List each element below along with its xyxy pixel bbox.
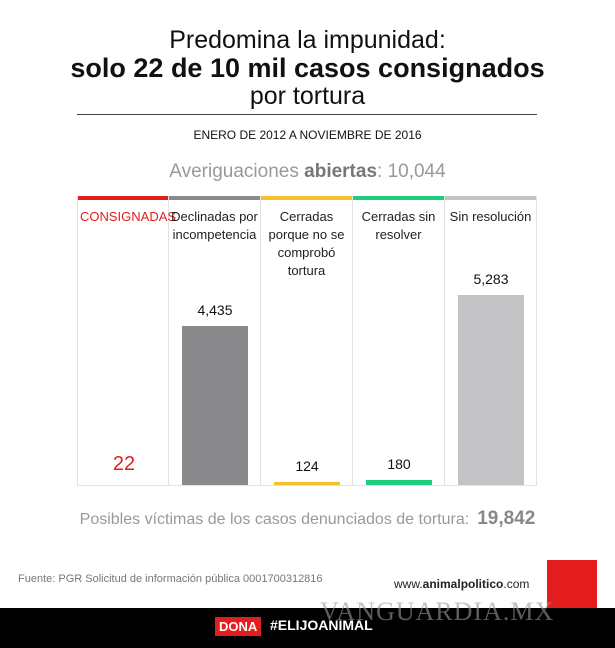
category-color-strip	[353, 196, 444, 200]
category-label: Cerradas sin resolver	[361, 209, 436, 242]
column-4: Sin resolución 5,283	[445, 196, 537, 486]
dona-button[interactable]: DONA	[215, 617, 262, 636]
title-line1: Predomina la impunidad:	[169, 26, 446, 54]
column-2: Cerradas porque no se comprobó tortura 12…	[261, 196, 353, 486]
column-0: CONSIGNADAS 22	[77, 196, 177, 486]
victims: Posibles víctimas de los casos denunciad…	[79, 508, 536, 529]
footer-band	[0, 608, 615, 648]
category-color-strip	[78, 196, 168, 200]
period: ENERO DE 2012 A NOVIEMBRE DE 2016	[193, 128, 422, 142]
bar	[274, 481, 340, 486]
category-label: Sin resolución	[449, 209, 532, 224]
baseline	[77, 485, 537, 486]
bar	[458, 295, 524, 486]
value-label: 180	[387, 455, 411, 472]
value-label: 124	[295, 457, 319, 474]
column-1: Declinadas por incompetencia 4,435	[169, 196, 261, 486]
column-3: Cerradas sin resolver 180	[353, 196, 445, 486]
bar	[366, 479, 432, 486]
animal-politico-logo	[547, 560, 597, 608]
title-line3: por tortura	[249, 82, 366, 110]
category-color-strip	[261, 196, 352, 200]
bar	[182, 325, 248, 486]
category-label: Cerradas porque no se comprobó tortura	[268, 209, 345, 278]
watermark: VANGUARDIA.MX	[320, 597, 555, 626]
category-label: Declinadas por incompetencia	[171, 209, 258, 242]
value-label: 22	[112, 453, 136, 475]
value-label: 4,435	[197, 301, 233, 318]
divider	[77, 114, 537, 115]
total-cases: Averiguaciones abiertas: 10,044	[169, 161, 446, 182]
site-link[interactable]: www.animalpolitico.com	[394, 577, 530, 591]
hashtag: #ELIJOANIMAL	[270, 617, 373, 633]
title-line2: solo 22 de 10 mil casos consignados	[70, 53, 545, 83]
category-color-strip	[445, 196, 536, 200]
value-label: 5,283	[473, 271, 509, 287]
source: Fuente: PGR Solicitud de información púb…	[18, 573, 323, 585]
category-label: CONSIGNADAS	[80, 209, 177, 224]
category-color-strip	[169, 196, 260, 200]
